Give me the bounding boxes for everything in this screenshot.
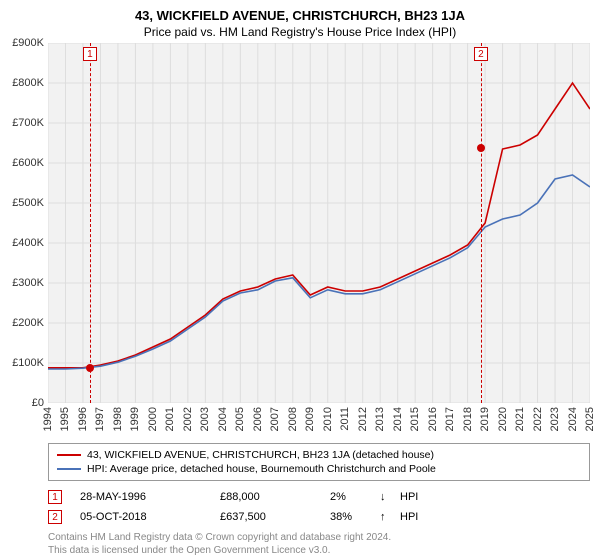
x-tick-label: 2002 <box>182 407 194 431</box>
sales-table: 1 28-MAY-1996£88,0002%↓HPI 2 05-OCT-2018£63… <box>48 487 590 527</box>
sales-price: £637,500 <box>220 511 330 523</box>
sales-date: 28-MAY-1996 <box>80 491 220 503</box>
legend-swatch <box>57 468 81 470</box>
x-tick-label: 2015 <box>409 407 421 431</box>
sales-row: 2 05-OCT-2018£637,50038%↑HPI <box>48 507 590 527</box>
sale-datapoint <box>86 364 94 372</box>
x-tick-label: 2005 <box>234 407 246 431</box>
x-tick-label: 1996 <box>77 407 89 431</box>
x-tick-label: 1995 <box>59 407 71 431</box>
footer-line-1: Contains HM Land Registry data © Crown c… <box>48 531 590 544</box>
sales-arrow-icon: ↓ <box>380 491 400 503</box>
legend: 43, WICKFIELD AVENUE, CHRISTCHURCH, BH23… <box>48 443 590 481</box>
y-tick-label: £400K <box>12 237 44 249</box>
page-subtitle: Price paid vs. HM Land Registry's House … <box>0 23 600 43</box>
x-tick-label: 2018 <box>462 407 474 431</box>
legend-swatch <box>57 454 81 456</box>
x-tick-label: 2021 <box>514 407 526 431</box>
y-tick-label: £900K <box>12 37 44 49</box>
sale-marker-line <box>90 43 91 403</box>
x-tick-label: 2004 <box>217 407 229 431</box>
x-tick-label: 1997 <box>94 407 106 431</box>
y-tick-label: £600K <box>12 157 44 169</box>
legend-label: 43, WICKFIELD AVENUE, CHRISTCHURCH, BH23… <box>87 449 434 461</box>
x-tick-label: 2003 <box>199 407 211 431</box>
sales-arrow-icon: ↑ <box>380 511 400 523</box>
sale-marker-box: 1 <box>83 47 97 61</box>
y-tick-label: £100K <box>12 357 44 369</box>
x-tick-label: 2022 <box>532 407 544 431</box>
chart-svg <box>48 43 590 403</box>
y-tick-label: £300K <box>12 277 44 289</box>
x-tick-label: 2014 <box>392 407 404 431</box>
sales-vs-label: HPI <box>400 491 418 503</box>
y-tick-label: £500K <box>12 197 44 209</box>
y-tick-label: £200K <box>12 317 44 329</box>
footer-line-2: This data is licensed under the Open Gov… <box>48 544 590 557</box>
x-tick-label: 2019 <box>479 407 491 431</box>
x-tick-label: 1994 <box>42 407 54 431</box>
sales-pct: 2% <box>330 491 380 503</box>
x-tick-label: 2016 <box>427 407 439 431</box>
x-tick-label: 2013 <box>374 407 386 431</box>
sales-vs-label: HPI <box>400 511 418 523</box>
sales-price: £88,000 <box>220 491 330 503</box>
x-tick-label: 2020 <box>497 407 509 431</box>
page-title: 43, WICKFIELD AVENUE, CHRISTCHURCH, BH23… <box>0 0 600 23</box>
sale-marker-box: 2 <box>474 47 488 61</box>
sales-marker-box: 2 <box>48 510 62 524</box>
x-tick-label: 2025 <box>584 407 596 431</box>
legend-label: HPI: Average price, detached house, Bour… <box>87 463 436 475</box>
series-property <box>48 83 590 368</box>
x-tick-label: 1999 <box>129 407 141 431</box>
sale-marker-line <box>481 43 482 403</box>
x-tick-label: 2024 <box>567 407 579 431</box>
sales-marker-box: 1 <box>48 490 62 504</box>
x-tick-label: 2011 <box>339 407 351 431</box>
x-tick-label: 2012 <box>357 407 369 431</box>
y-tick-label: £800K <box>12 77 44 89</box>
x-tick-label: 2006 <box>252 407 264 431</box>
chart-plot-area: £0£100K£200K£300K£400K£500K£600K£700K£80… <box>48 43 590 403</box>
sales-date: 05-OCT-2018 <box>80 511 220 523</box>
x-tick-label: 1998 <box>112 407 124 431</box>
legend-item: HPI: Average price, detached house, Bour… <box>57 462 581 476</box>
x-tick-label: 2001 <box>164 407 176 431</box>
sales-pct: 38% <box>330 511 380 523</box>
x-tick-label: 2007 <box>269 407 281 431</box>
x-tick-label: 2009 <box>304 407 316 431</box>
x-tick-label: 2023 <box>549 407 561 431</box>
sale-datapoint <box>477 144 485 152</box>
y-tick-label: £700K <box>12 117 44 129</box>
footer-attribution: Contains HM Land Registry data © Crown c… <box>48 531 590 557</box>
series-hpi <box>48 175 590 369</box>
sales-row: 1 28-MAY-1996£88,0002%↓HPI <box>48 487 590 507</box>
x-tick-label: 2008 <box>287 407 299 431</box>
x-tick-label: 2000 <box>147 407 159 431</box>
x-tick-label: 2010 <box>322 407 334 431</box>
legend-item: 43, WICKFIELD AVENUE, CHRISTCHURCH, BH23… <box>57 448 581 462</box>
x-tick-label: 2017 <box>444 407 456 431</box>
